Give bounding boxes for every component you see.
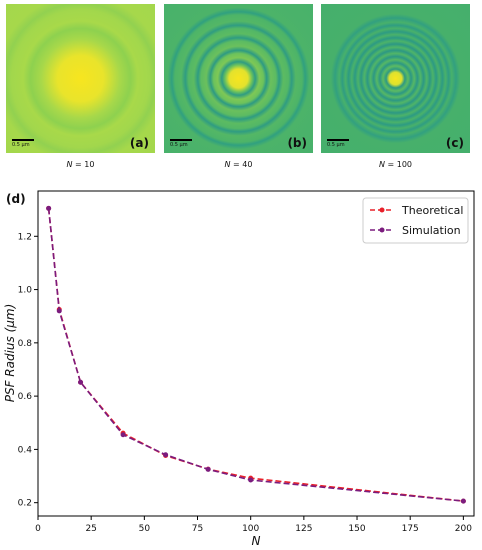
series-layer xyxy=(46,205,466,504)
legend-theoretical-label: Theoretical xyxy=(401,204,463,217)
legend-simulation-label: Simulation xyxy=(402,224,461,237)
psf-image-panel-b: 0.5 μm (b) xyxy=(164,4,313,153)
x-tick-label: 200 xyxy=(455,524,472,534)
scale-bar-label-b: 0.5 μm xyxy=(170,142,188,148)
scale-bar-label-c: 0.5 μm xyxy=(327,142,345,148)
data-point-simulation xyxy=(163,452,169,458)
x-tick-label: 125 xyxy=(295,524,312,534)
data-point-simulation xyxy=(56,308,62,314)
plot-frame xyxy=(37,190,475,517)
data-point-simulation xyxy=(46,205,52,211)
x-tick-label: 50 xyxy=(139,524,151,534)
y-tick-label: 1.0 xyxy=(18,286,33,296)
scale-bar-b: 0.5 μm xyxy=(170,139,192,148)
scale-bar-c: 0.5 μm xyxy=(327,139,349,148)
data-point-simulation xyxy=(120,432,126,438)
scale-bar-label-a: 0.5 μm xyxy=(12,142,30,148)
y-tick-label: 0.8 xyxy=(18,339,33,349)
data-point-simulation xyxy=(460,498,466,504)
x-tick-label: 175 xyxy=(402,524,419,534)
x-axis-label: N xyxy=(252,534,261,548)
y-axis-ticks: 0.2 0.4 0.6 0.8 1.0 1.2 xyxy=(18,232,38,509)
series-line-theoretical xyxy=(47,208,464,502)
y-tick-label: 0.4 xyxy=(18,445,33,455)
legend-theoretical-marker xyxy=(379,207,385,213)
psf-image-panel-c: 0.5 μm (c) xyxy=(321,4,470,153)
y-tick-label: 0.2 xyxy=(18,499,32,509)
scale-bar-a: 0.5 μm xyxy=(12,139,34,148)
panel-label-b: (b) xyxy=(287,136,307,150)
legend: Theoretical Simulation xyxy=(362,197,469,244)
y-tick-label: 0.6 xyxy=(18,392,33,402)
data-point-simulation xyxy=(78,379,84,385)
panel-label-a: (a) xyxy=(129,136,149,150)
panel-label-d: (d) xyxy=(6,192,26,206)
x-tick-label: 25 xyxy=(85,524,96,534)
psf-image-c xyxy=(321,4,470,153)
x-axis-ticks: 0 25 50 75 100 125 150 175 200 xyxy=(35,516,472,534)
x-tick-label: 0 xyxy=(35,524,41,534)
series-line-simulation xyxy=(47,208,464,502)
panel-caption-a: N = 10 xyxy=(66,160,95,169)
psf-image-b xyxy=(164,4,313,153)
x-tick-label: 100 xyxy=(242,524,259,534)
psf-image-panel-a: 0.5 μm (a) xyxy=(6,4,155,153)
panel-label-c: (c) xyxy=(445,136,464,150)
y-axis-label: PSF Radius (μm) xyxy=(3,304,17,403)
data-point-simulation xyxy=(248,477,254,483)
panel-caption-b: N = 40 xyxy=(224,160,253,169)
psf-image-a xyxy=(6,4,155,153)
x-tick-label: 150 xyxy=(348,524,365,534)
psf-radius-chart: (d) 0 25 50 75 100 125 150 175 200 0.2 0.4 0.6 0.8 1… xyxy=(3,190,475,548)
legend-simulation-marker xyxy=(379,227,385,233)
panel-caption-c: N = 100 xyxy=(378,160,413,169)
y-tick-label: 1.2 xyxy=(18,232,32,242)
x-tick-label: 75 xyxy=(192,524,203,534)
data-point-simulation xyxy=(205,466,211,472)
